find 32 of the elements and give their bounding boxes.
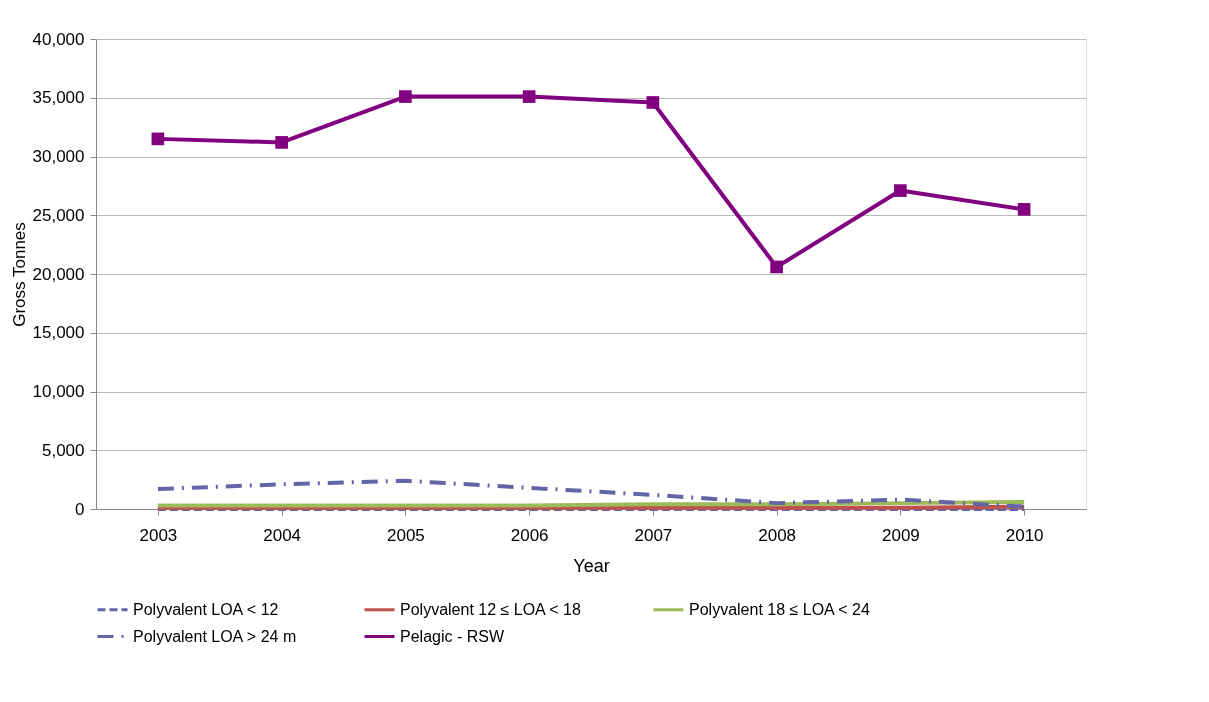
point: [522, 90, 536, 103]
point: [770, 260, 783, 274]
y-tick-label: 5,000: [41, 440, 85, 460]
legend-label: Pelagic - RSW: [400, 627, 505, 645]
x-tick-label: 2004: [263, 525, 302, 545]
y-axis-title: Gross Tonnes: [9, 222, 29, 327]
point: [275, 136, 288, 149]
y-tick-label: 10,000: [32, 382, 85, 401]
legend-label: Polyvalent LOA > 24 m: [133, 627, 297, 645]
point: [1017, 203, 1031, 216]
point: [894, 184, 907, 197]
point: [646, 96, 660, 109]
y-tick-label: 15,000: [32, 323, 85, 343]
x-tick-label: 2005: [386, 525, 425, 545]
y-tick-label: 30,000: [32, 147, 85, 166]
legend-label: Polyvalent 12 ≤ LOA < 18: [400, 600, 581, 618]
x-tick-label: 2007: [634, 525, 673, 545]
y-tick-label: 0: [75, 499, 85, 519]
x-tick-label: 2010: [1005, 525, 1044, 545]
x-tick-label: 2003: [139, 525, 178, 545]
y-tick-label: 20,000: [32, 264, 85, 284]
y-tick-label: 35,000: [32, 88, 85, 108]
x-tick-label: 2008: [758, 525, 797, 545]
legend-label: Polyvalent 18 ≤ LOA < 24: [689, 600, 870, 618]
legend-label: Polyvalent LOA < 12: [133, 600, 279, 618]
point: [151, 132, 165, 146]
y-tick-label: 25,000: [32, 205, 85, 225]
y-tick-label: 40,000: [32, 29, 85, 49]
point: [399, 90, 412, 103]
x-tick-label: 2009: [881, 525, 920, 545]
x-tick-label: 2006: [510, 525, 549, 545]
x-axis-title: Year: [573, 555, 610, 576]
